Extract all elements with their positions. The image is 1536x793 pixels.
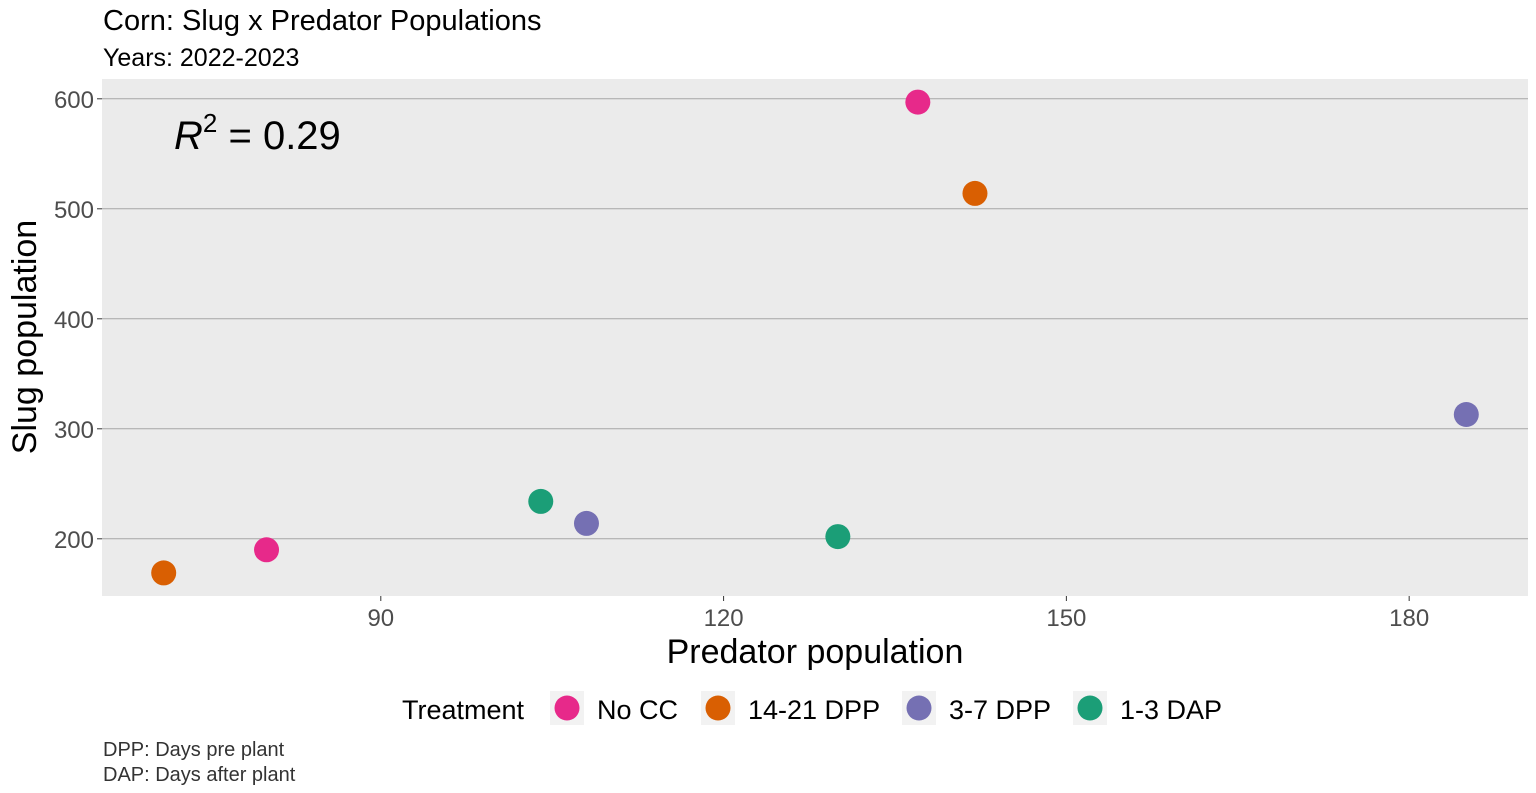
- legend-swatch: [554, 695, 580, 721]
- r-squared-exponent: 2: [203, 108, 217, 138]
- chart-title: Corn: Slug x Predator Populations: [103, 5, 541, 37]
- legend-swatch: [906, 695, 932, 721]
- legend-title: Treatment: [402, 695, 525, 725]
- data-point: [1453, 402, 1479, 427]
- y-tick-label: 300: [54, 417, 94, 444]
- legend-swatch: [1077, 695, 1103, 721]
- x-tick-label: 90: [367, 605, 394, 632]
- data-point: [825, 524, 851, 550]
- legend-label: 14-21 DPP: [748, 695, 880, 725]
- legend: Treatment No CC 14-21 DPP 3-7 DPP 1-3 DAP: [402, 691, 1222, 725]
- data-point: [528, 488, 554, 514]
- y-axis: 200 300 400 500 600: [54, 87, 102, 554]
- data-point: [254, 537, 280, 563]
- y-tick-label: 500: [54, 197, 94, 224]
- x-axis: 90 120 150 180: [367, 596, 1429, 632]
- y-axis-title: Slug population: [6, 220, 44, 454]
- x-tick-label: 120: [704, 605, 744, 632]
- data-point: [905, 89, 931, 115]
- y-tick-label: 600: [54, 87, 94, 114]
- legend-label: 3-7 DPP: [949, 695, 1051, 725]
- legend-label: No CC: [597, 695, 678, 725]
- x-tick-label: 180: [1389, 605, 1429, 632]
- data-point: [151, 560, 177, 586]
- r-squared-symbol: R: [174, 114, 203, 158]
- y-tick-label: 400: [54, 307, 94, 334]
- plot-panel: [102, 79, 1528, 596]
- r-squared-value: = 0.29: [217, 114, 340, 158]
- y-tick-label: 200: [54, 527, 94, 554]
- data-point: [573, 510, 599, 536]
- caption-line-1: DPP: Days pre plant: [103, 739, 285, 761]
- r-squared-annotation: R2 = 0.29: [174, 108, 341, 158]
- grid-lines: [102, 98, 1528, 540]
- legend-label: 1-3 DAP: [1120, 695, 1222, 725]
- x-axis-title: Predator population: [667, 633, 964, 671]
- legend-swatch: [705, 695, 731, 721]
- chart-subtitle: Years: 2022-2023: [103, 44, 299, 72]
- x-tick-label: 150: [1046, 605, 1086, 632]
- data-point: [962, 180, 988, 206]
- data-points: [151, 89, 1479, 586]
- caption-line-2: DAP: Days after plant: [103, 764, 296, 786]
